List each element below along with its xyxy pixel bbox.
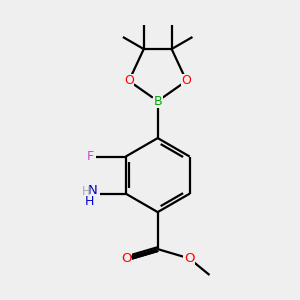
- Text: H: H: [82, 185, 90, 198]
- Text: F: F: [87, 150, 94, 163]
- Text: O: O: [124, 74, 134, 87]
- Text: H: H: [85, 195, 94, 208]
- Text: O: O: [182, 74, 191, 87]
- Text: O: O: [184, 252, 194, 265]
- Text: O: O: [121, 252, 131, 265]
- Text: B: B: [153, 94, 162, 108]
- Text: N: N: [88, 184, 97, 197]
